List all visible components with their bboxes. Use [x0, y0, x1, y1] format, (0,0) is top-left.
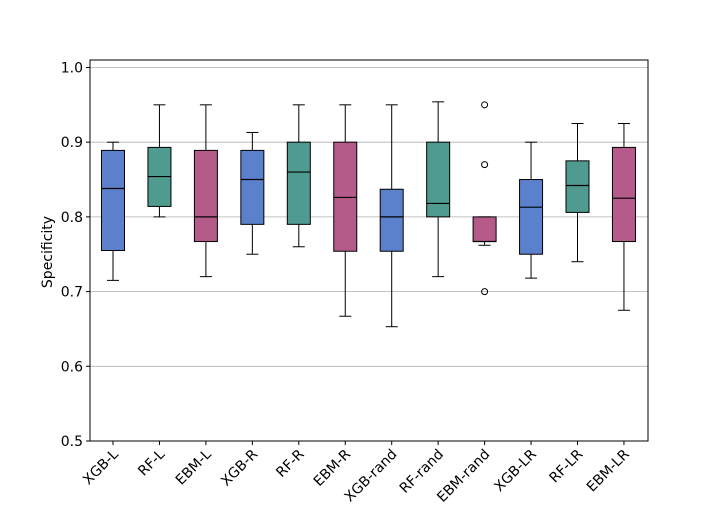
box-iqr [565, 160, 590, 213]
box-iqr [426, 141, 451, 218]
box-layer [101, 101, 636, 328]
box-plot-item [611, 123, 636, 311]
box-plot-item [565, 123, 590, 263]
plot-frame [89, 59, 649, 442]
box-iqr [519, 179, 544, 255]
y-tick-label: 0.6 [61, 359, 83, 375]
box-plot-item [426, 101, 451, 278]
x-tick-label: EBM-LR [584, 446, 633, 495]
x-tick-label: XGB-LR [491, 446, 540, 495]
outlier-point [481, 101, 489, 109]
x-tick-label: RF-LR [546, 446, 586, 486]
box-plot-item [472, 101, 497, 296]
box-iqr [101, 149, 125, 251]
x-tick-label: EBM-R [311, 446, 355, 490]
box-plot-item [519, 141, 544, 279]
x-tick-label: EBM-L [173, 446, 215, 488]
box-plot-item [240, 131, 265, 255]
box-iqr [286, 141, 311, 225]
axis-layer: 0.5 0.6 0.7 0.8 0.9 1.0 XGB-L RF-L EBM-L XGB-R RF-… [61, 59, 649, 506]
grid-layer [90, 67, 648, 442]
y-tick-label: 1.0 [61, 60, 83, 76]
box-plot-item [193, 104, 218, 278]
y-axis-label: Specificity [40, 216, 56, 288]
y-tick-label: 0.8 [61, 210, 83, 226]
box-plot-item [147, 104, 172, 218]
box-iqr [611, 146, 636, 243]
x-tick-label: XGB-L [80, 446, 122, 488]
outlier-point [481, 161, 489, 169]
box-iqr [193, 149, 218, 243]
box-iqr [472, 216, 497, 243]
box-iqr [379, 188, 404, 252]
box-iqr [333, 141, 358, 252]
box-plot-item [101, 141, 125, 281]
outlier-point [481, 288, 489, 296]
box-iqr [240, 149, 265, 225]
box-plot-item [333, 104, 358, 317]
x-tick-label: RF-R [273, 446, 308, 481]
y-tick-label: 0.9 [61, 135, 83, 151]
x-tick-label: RF-L [135, 446, 168, 479]
y-tick-label: 0.7 [61, 285, 83, 301]
y-tick-label: 0.5 [61, 434, 83, 450]
box-plot-item [379, 104, 404, 328]
box-plot-item [286, 104, 311, 248]
x-tick-label: XGB-R [218, 446, 261, 489]
